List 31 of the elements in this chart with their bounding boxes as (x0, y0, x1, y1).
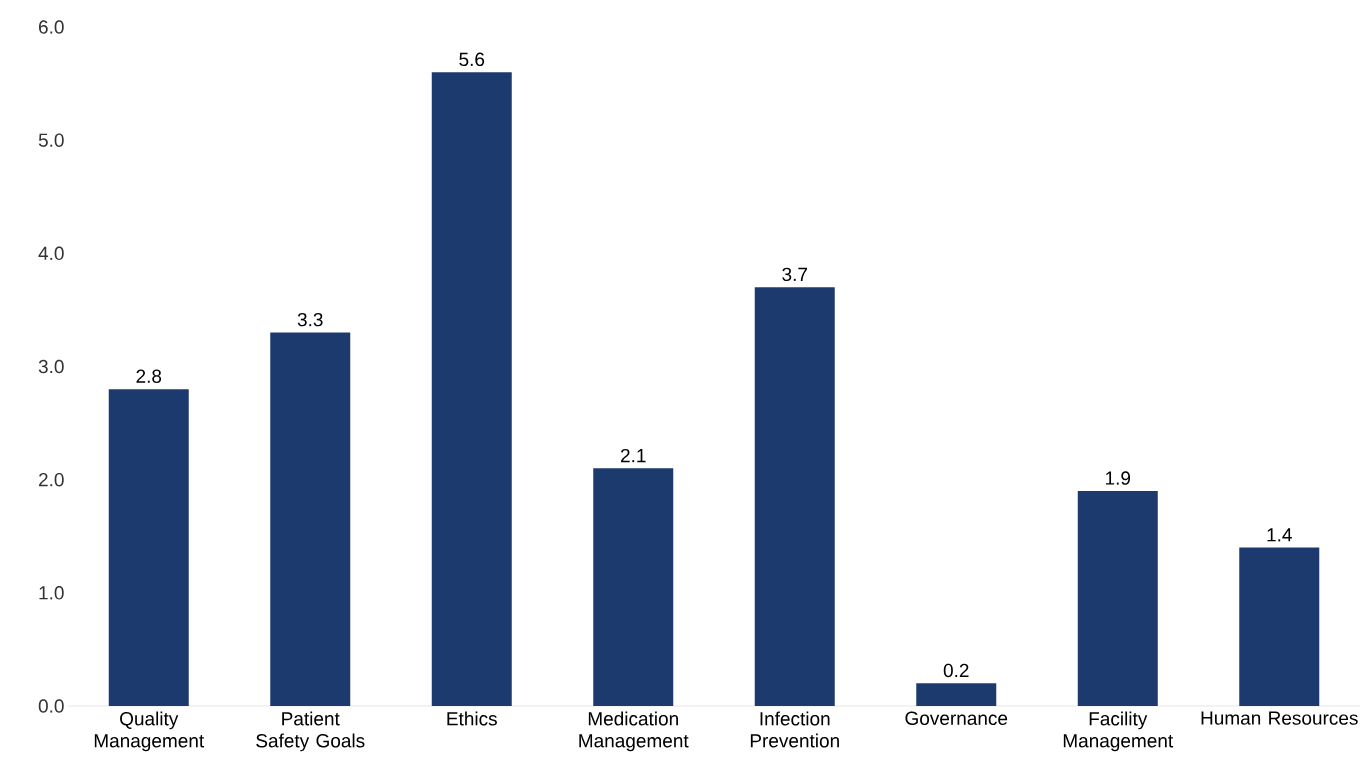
data-label: 2.1 (621, 448, 646, 463)
data-label: 3.3 (297, 312, 323, 327)
bar (754, 287, 835, 706)
bar (270, 332, 351, 706)
y-tick-label: 6.0 (39, 20, 64, 34)
bar (431, 72, 512, 706)
x-tick-label: Medication Management (579, 711, 689, 752)
bar (108, 389, 189, 706)
data-label: 1.9 (1105, 471, 1131, 485)
data-label: 3.7 (782, 267, 808, 282)
bar (1077, 490, 1158, 706)
y-tick-label: 2.0 (39, 472, 64, 487)
x-tick-label: Ethics (447, 711, 497, 726)
x-tick-label: Governance (905, 711, 1008, 725)
y-tick-label: 3.0 (38, 359, 64, 374)
y-tick-label: 0.0 (38, 699, 64, 713)
bar (593, 468, 674, 706)
x-tick-label: Human Resources (1201, 711, 1358, 725)
data-label: 2.8 (136, 369, 162, 383)
y-tick-label: 1.0 (39, 586, 64, 600)
x-tick-label: Patient Safety Goals (256, 711, 365, 752)
y-tick-label: 4.0 (38, 246, 64, 261)
x-tick-label: Facility Management (1063, 711, 1174, 752)
data-label: 0.2 (943, 663, 969, 678)
y-tick-label: 5.0 (38, 133, 64, 147)
bar (1239, 547, 1320, 706)
x-tick-label: Quality Management (94, 711, 205, 752)
x-tick-label: Infection Prevention (750, 711, 839, 748)
data-label: 5.6 (459, 52, 485, 67)
bar (916, 683, 997, 706)
data-label: 1.4 (1267, 528, 1292, 542)
